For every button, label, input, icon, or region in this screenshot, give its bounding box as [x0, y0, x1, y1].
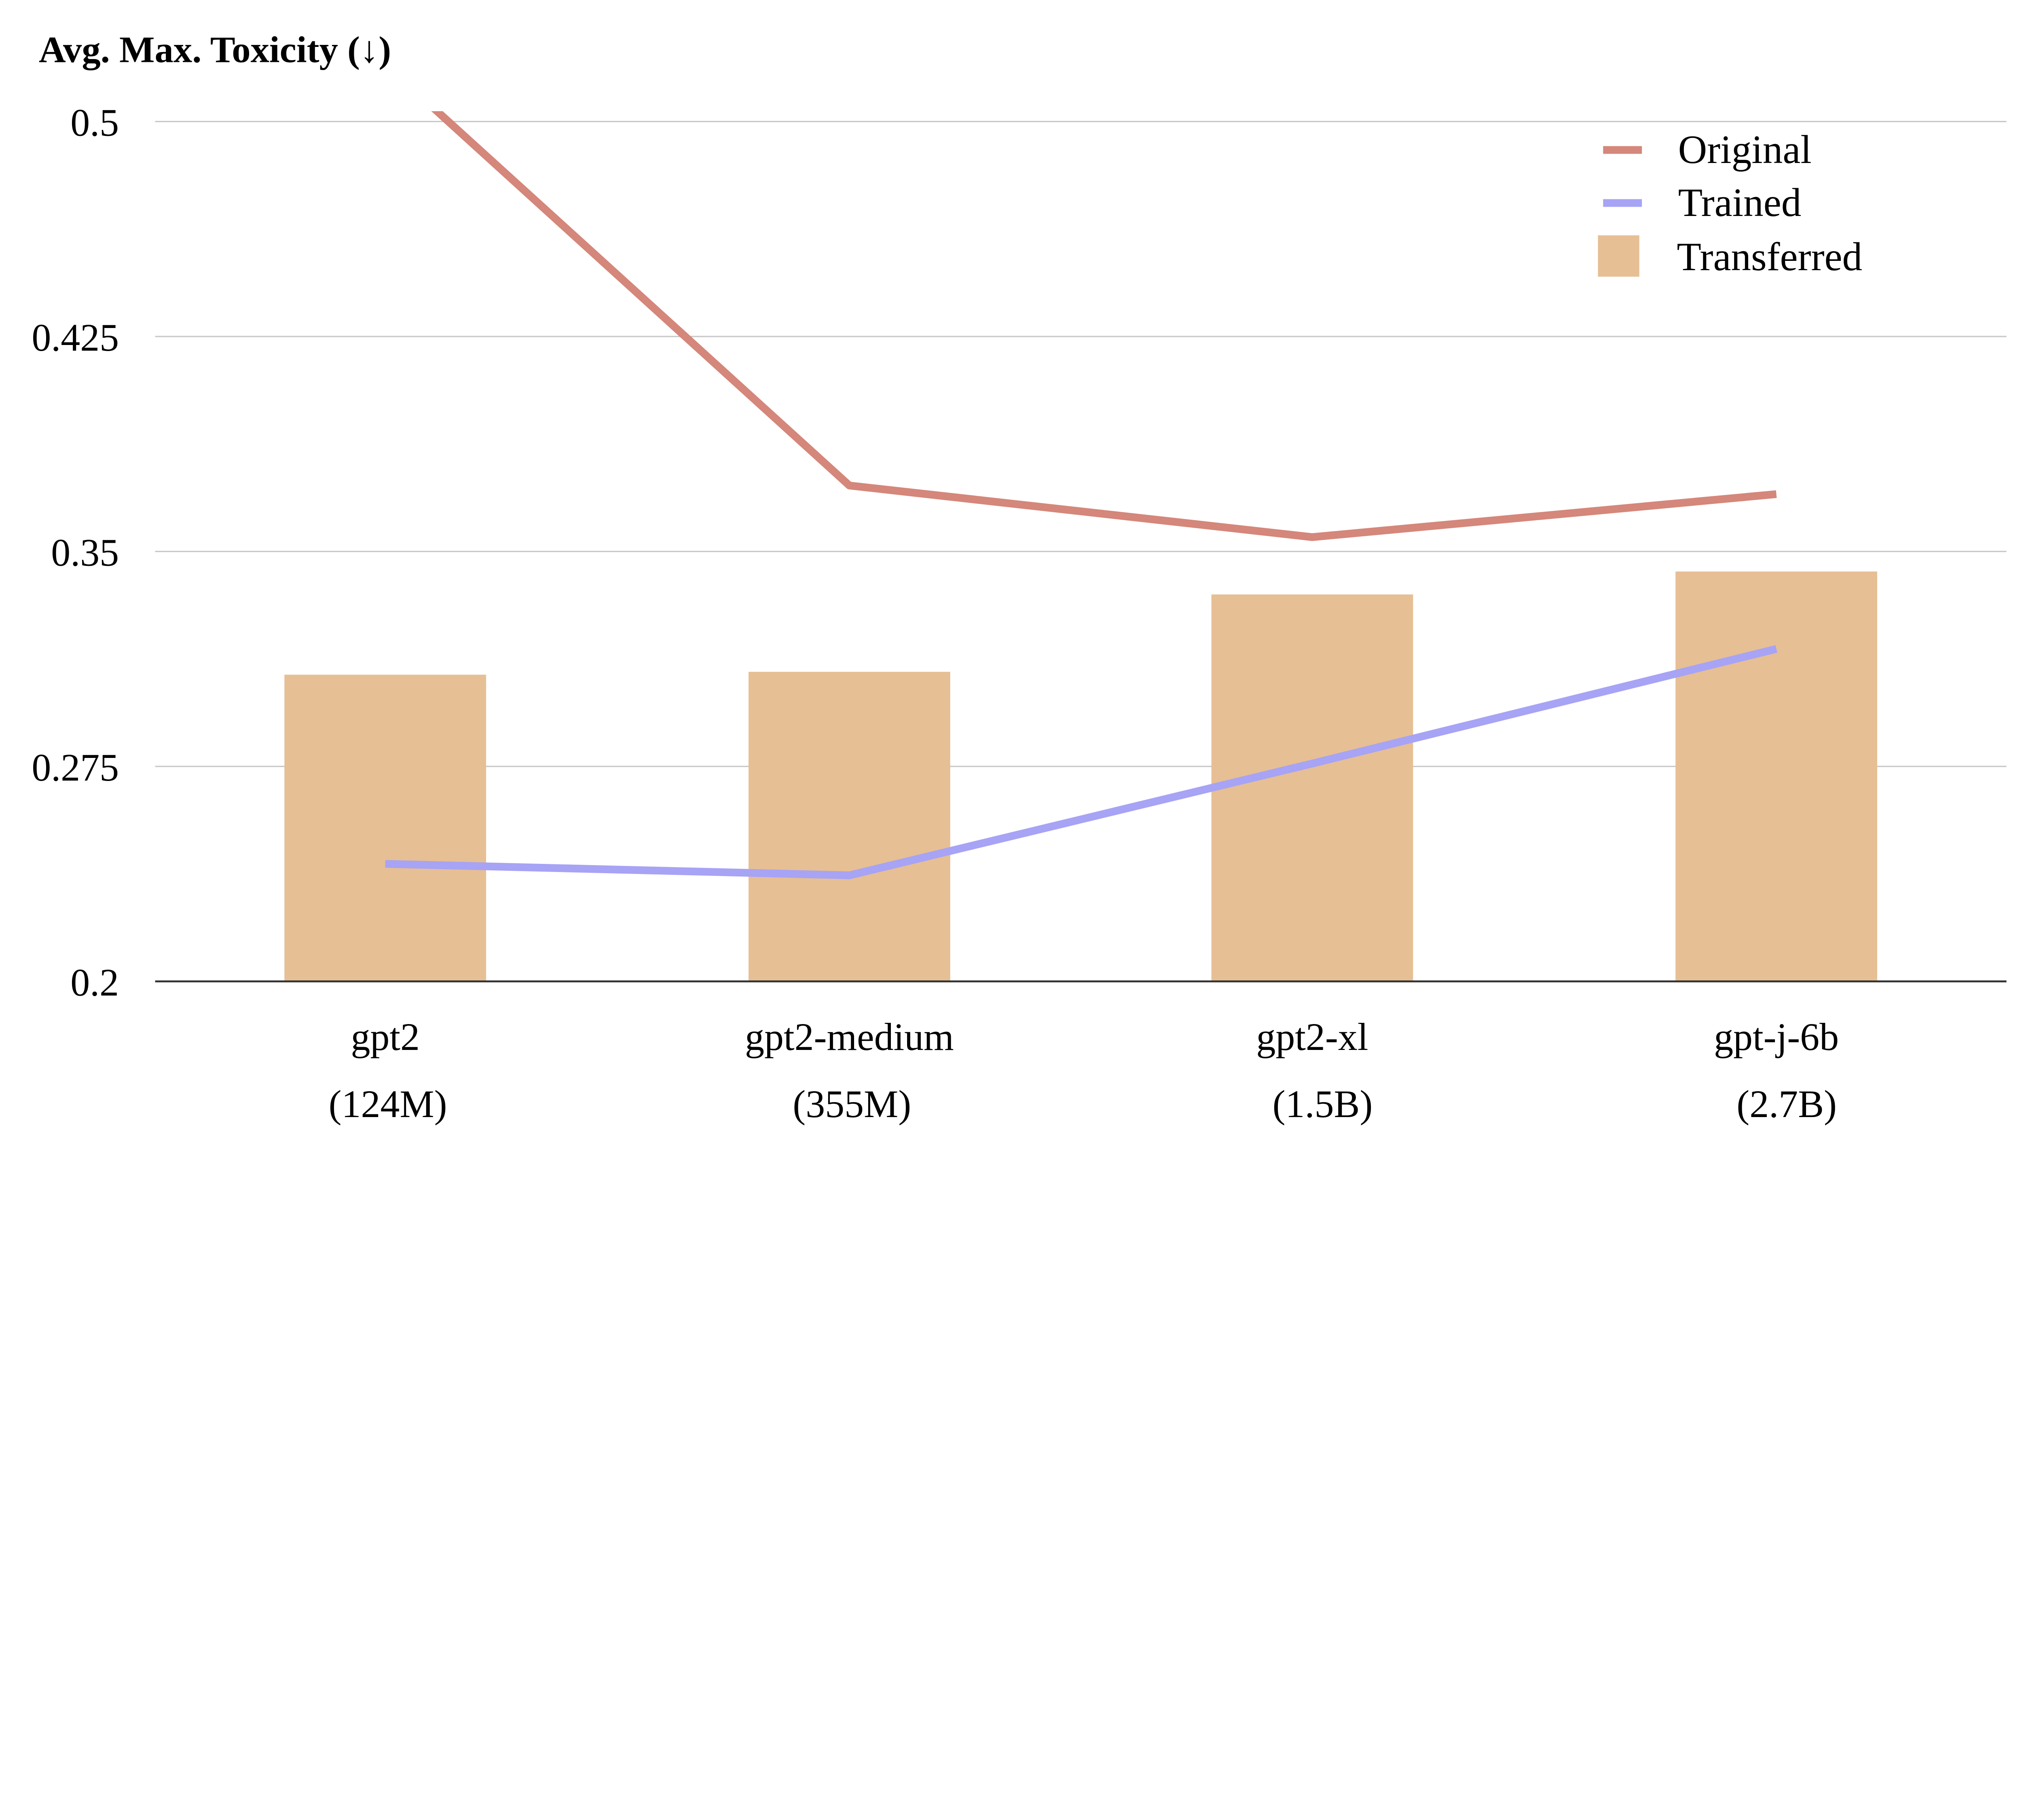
legend-swatch-transferred — [1598, 235, 1639, 277]
line-original — [431, 111, 1777, 541]
lines — [385, 111, 1777, 879]
legend-label: Trained — [1678, 181, 1802, 225]
bar-gpt-j-6b — [1675, 571, 1877, 982]
bar-gpt2-xl — [1211, 594, 1413, 982]
y-tick-label: 0.425 — [32, 316, 119, 359]
y-axis-ticks: 0.5 0.425 0.35 0.275 0.2 — [32, 102, 119, 1004]
x-tick-label: gpt2-medium — [745, 1016, 954, 1058]
y-tick-label: 0.2 — [70, 961, 119, 1004]
x-tick-label: gpt-j-6b — [1714, 1016, 1839, 1058]
line-trained — [385, 645, 1777, 879]
x-axis-ticks: gpt2 (124M) gpt2-medium (355M) gpt2-xl (1.5B)… — [329, 1016, 1839, 1126]
y-tick-label: 0.275 — [32, 746, 119, 789]
x-tick-label: gpt2 — [351, 1016, 419, 1058]
x-tick-sublabel: (2.7B) — [1736, 1083, 1837, 1126]
legend-label: Transferred — [1677, 235, 1862, 279]
bar-gpt2-medium — [749, 672, 950, 982]
x-tick-sublabel: (124M) — [329, 1083, 447, 1126]
legend-label: Original — [1678, 128, 1812, 172]
bars — [284, 571, 1877, 982]
chart-title: Avg. Max. Toxicity (↓) — [39, 29, 391, 70]
bar-gpt2 — [284, 675, 486, 982]
y-tick-label: 0.5 — [70, 102, 119, 144]
x-tick-sublabel: (1.5B) — [1273, 1083, 1373, 1126]
chart: Avg. Max. Toxicity (↓) 0.5 0.425 0.35 0.275… — [32, 29, 2007, 1126]
x-tick-sublabel: (355M) — [793, 1083, 911, 1126]
y-tick-label: 0.35 — [51, 531, 119, 574]
legend: Original Trained Transferred — [1598, 128, 1862, 279]
x-tick-label: gpt2-xl — [1256, 1016, 1368, 1058]
